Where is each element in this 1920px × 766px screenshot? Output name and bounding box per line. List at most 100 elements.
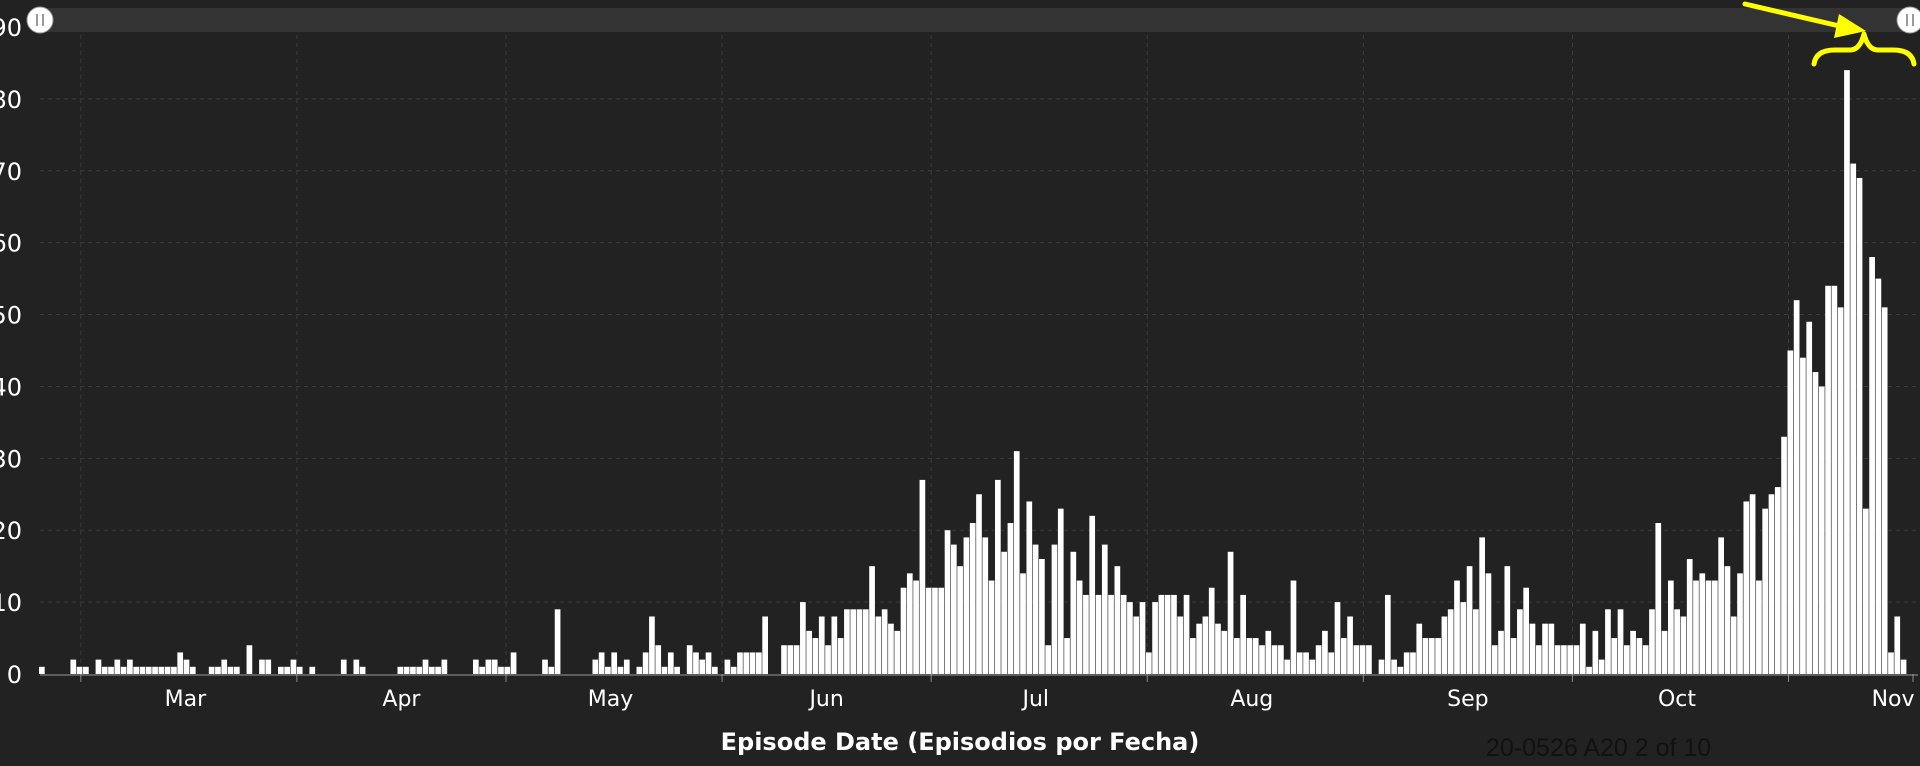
bar [1535, 645, 1542, 674]
bar [1089, 515, 1096, 674]
bar [1340, 638, 1347, 674]
bar [1026, 501, 1033, 674]
bar [1888, 652, 1894, 674]
page-number-label: 20-0526 A20 2 of 10 [1486, 734, 1712, 762]
bar [1171, 594, 1177, 674]
bar [472, 659, 479, 674]
bar [875, 616, 882, 674]
bar [837, 638, 844, 674]
bar [1265, 630, 1272, 674]
bar [504, 666, 511, 674]
bar [1875, 278, 1882, 674]
bar [278, 666, 284, 674]
bar [510, 652, 517, 674]
bar [1416, 623, 1423, 674]
bar [800, 602, 806, 674]
bar [944, 530, 951, 674]
bar [812, 638, 819, 674]
bar [1378, 659, 1385, 674]
bar [1284, 659, 1291, 674]
bar [1114, 566, 1121, 674]
slider-track [40, 8, 1918, 32]
bar [290, 659, 297, 674]
bar [888, 623, 894, 674]
x-tick-label: Apr [382, 687, 421, 712]
bar [1076, 580, 1083, 674]
bar [950, 544, 957, 674]
bar [1699, 573, 1706, 674]
bar [152, 666, 158, 674]
bar [542, 659, 548, 674]
x-tick-label: Jun [807, 687, 843, 712]
bar [1391, 659, 1397, 674]
bar [1479, 537, 1485, 674]
bar [781, 645, 787, 674]
bar [1510, 638, 1517, 674]
bar [1611, 638, 1618, 674]
bar [1793, 300, 1800, 674]
bar [1554, 645, 1561, 674]
x-tick-label: Oct [1658, 687, 1696, 712]
bar [1680, 616, 1687, 674]
bar [1252, 638, 1259, 674]
bar [177, 652, 184, 674]
bar [932, 587, 938, 674]
bar [479, 666, 485, 674]
bar [1762, 508, 1769, 674]
bar [1296, 652, 1303, 674]
bar [435, 666, 441, 674]
bar [208, 666, 215, 674]
bar [1598, 659, 1605, 674]
bar [158, 666, 165, 674]
bar [309, 666, 316, 674]
bar-layer [39, 70, 1907, 675]
bar [1215, 623, 1221, 674]
bar [189, 666, 196, 674]
bar [1057, 508, 1064, 674]
bar [1309, 659, 1316, 674]
bar [1410, 652, 1416, 674]
bar [605, 666, 611, 674]
bar [491, 659, 498, 674]
annotation-arrow-shaft [1742, 1, 1851, 31]
bar [1756, 580, 1762, 674]
bar [831, 616, 838, 674]
bar [894, 630, 901, 674]
bar [259, 659, 265, 674]
bar [856, 609, 863, 674]
bar [1322, 630, 1328, 674]
bar [296, 666, 303, 674]
bar [284, 666, 290, 674]
bar [1831, 285, 1838, 674]
bar [1724, 566, 1731, 674]
annotation-brace [1811, 31, 1917, 67]
bar [1567, 645, 1574, 674]
bar [1473, 609, 1479, 674]
bar [1001, 551, 1007, 674]
bar [416, 666, 423, 674]
y-tick-label: 10 [0, 589, 22, 617]
time-slider [26, 6, 1920, 34]
bar [1774, 487, 1781, 674]
bar [674, 666, 680, 674]
bar [1617, 609, 1624, 674]
y-tick-label: 20 [0, 517, 22, 545]
bar [1718, 537, 1725, 674]
bar [1447, 609, 1454, 674]
bar [957, 566, 963, 674]
bar [844, 609, 850, 674]
x-tick-label: Aug [1230, 687, 1273, 712]
bar [1189, 638, 1196, 674]
bar [101, 666, 108, 674]
bar [988, 580, 995, 674]
bar [1366, 645, 1372, 674]
bar [1529, 623, 1536, 674]
bar [743, 652, 750, 674]
bar [1743, 501, 1750, 674]
bar [1032, 544, 1039, 674]
bar [39, 666, 45, 674]
bar [1498, 630, 1504, 674]
bar [1183, 594, 1190, 674]
bar [1108, 594, 1114, 674]
